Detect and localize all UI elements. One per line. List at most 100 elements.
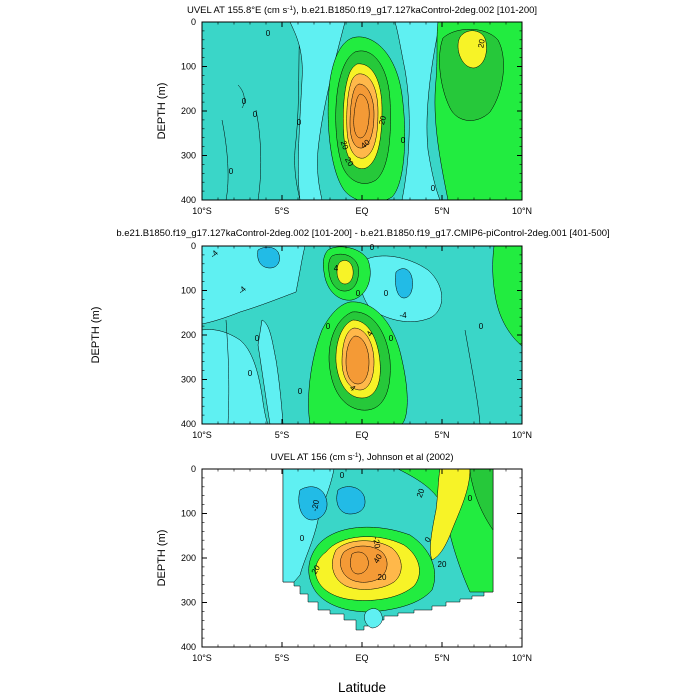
y-tick-label: 100 [181,62,196,72]
panel-3-region-green-mid-east [469,469,494,531]
panel-2-region-cyan-sw [202,329,269,424]
panel-2-contour-label: -4 [237,284,249,296]
panel-2-contour-label: 4 [334,264,339,273]
x-tick-label: 5°S [275,206,290,216]
panel-1-contour-west [237,84,245,109]
panel-2-contour-label: 0 [255,334,260,343]
y-tick-label: 300 [181,598,196,608]
panel-3-contour-label: -20 [371,536,382,549]
panel-3-contour-label: 20 [415,487,427,499]
y-tick-label: 0 [191,464,196,474]
panel-1-contour-label: 0 [297,118,302,127]
panel-1-contour-sw [221,119,229,200]
panel-2-ylabel: DEPTH (m) [90,307,102,364]
panel-3-region-cyan-bottom [364,608,383,629]
panel-3-region-cyan-dark-b [336,486,366,515]
panel-1-contour-label: 20 [377,114,388,125]
panel-2-contour-label: 0 [479,322,484,331]
panel-2-region-jet-orange [345,335,370,385]
y-tick-label: 0 [191,17,196,27]
panel-2-contour-west [225,319,230,424]
x-tick-label: 5°S [275,430,290,440]
panel-1-title: UVEL AT 155.8°E (cm s-1), b.e21.B1850.f1… [187,5,537,16]
panel-1-contour-label: 0 [266,29,271,38]
panel-2-contour-label: 0 [384,289,389,298]
x-tick-label: 5°N [434,206,449,216]
panel-3-contour-label: 0 [468,494,473,503]
panel-3-contour-label: 0 [300,534,305,543]
y-tick-label: 200 [181,330,196,340]
panel-3-contour-label: 20 [378,573,387,582]
panel-2: b.e21.B1850.f19_g17.127kaControl-2deg.00… [90,228,610,440]
panel-1-contour-label: 20 [339,139,351,151]
panel-1-contour-label: 0 [229,167,234,176]
x-axis-label: Latitude [338,680,386,695]
panel-1-contour-label: 20 [476,38,487,49]
panel-3-region-yellow-east [430,469,471,561]
panel-3-ylabel: DEPTH (m) [156,530,168,587]
panel-2-region-cyan-dark-east [395,268,413,299]
y-tick-label: 0 [191,241,196,251]
panel-2-region-cyan-dark-west [257,247,280,269]
y-tick-label: 100 [181,286,196,296]
panel-1-contour-label: 0 [431,184,436,193]
y-tick-label: 400 [181,642,196,652]
x-tick-label: 5°N [434,653,449,663]
panel-2-contour-label: -4 [209,248,221,260]
panel-1-ylabel: DEPTH (m) [156,83,168,140]
y-tick-label: 200 [181,553,196,563]
panel-2-contour-east [464,329,481,424]
panel-3-region-cyan-dark [298,486,328,521]
panel-1-contour-label: 0 [401,136,406,145]
y-tick-label: 300 [181,151,196,161]
panel-3-contour-label: -20 [310,499,321,512]
panel-2-region-cyan-s-strip [257,319,284,424]
panel-2-contour-label: 4 [348,383,358,393]
x-tick-label: 5°S [275,653,290,663]
panel-1-contour-label: 0 [242,97,247,106]
x-tick-label: EQ [355,653,368,663]
panel-2-contour-label: 0 [370,243,375,252]
panel-3-title: UVEL AT 156 (cm s-1), Johnson et al (200… [270,452,453,463]
panel-2-contour-label: 0 [389,334,394,343]
panel-2-title: b.e21.B1850.f19_g17.127kaControl-2deg.00… [116,228,609,239]
x-tick-label: EQ [355,206,368,216]
panel-2-region-green-east [492,246,522,347]
panel-1-region-yellow-east [457,30,487,69]
panel-1: UVEL AT 155.8°E (cm s-1), b.e21.B1850.f1… [156,5,537,216]
panel-1-region-jet-core [353,93,370,139]
panel-1-field [202,22,522,200]
x-tick-label: 10°S [192,206,212,216]
panel-2-contour-label: 0 [248,369,253,378]
x-tick-label: EQ [355,430,368,440]
panel-2-contour-label: 0 [326,322,331,331]
panel-1-region-cyan-west [202,22,301,200]
y-tick-label: 100 [181,509,196,519]
panel-3-field [202,469,522,647]
panel-2-contour-label: 4 [365,329,375,338]
panel-2-region-cyan-west [202,246,306,325]
panel-3-region-jet-core [350,551,369,575]
panel-1-region-green-mid-east [439,29,504,121]
x-tick-label: 10°S [192,653,212,663]
panel-2-contour-label: 0 [298,387,303,396]
panel-1-contour-label: 0 [253,110,258,119]
x-tick-label: 5°N [434,430,449,440]
panel-3-contour-label: 0 [423,535,433,544]
y-tick-label: 200 [181,106,196,116]
y-tick-label: 400 [181,195,196,205]
y-tick-label: 300 [181,375,196,385]
panel-2-field [202,246,522,424]
panel-3-contour-label: 0 [340,471,345,480]
x-tick-label: 10°N [512,206,532,216]
panel-2-region-yellow-n [336,260,354,285]
panel-2-contour-label: 0 [356,289,361,298]
y-tick-label: 400 [181,419,196,429]
panel-1-contour-south [255,109,262,200]
x-tick-label: 10°S [192,430,212,440]
panel-3-contour-label: 20 [438,560,447,569]
